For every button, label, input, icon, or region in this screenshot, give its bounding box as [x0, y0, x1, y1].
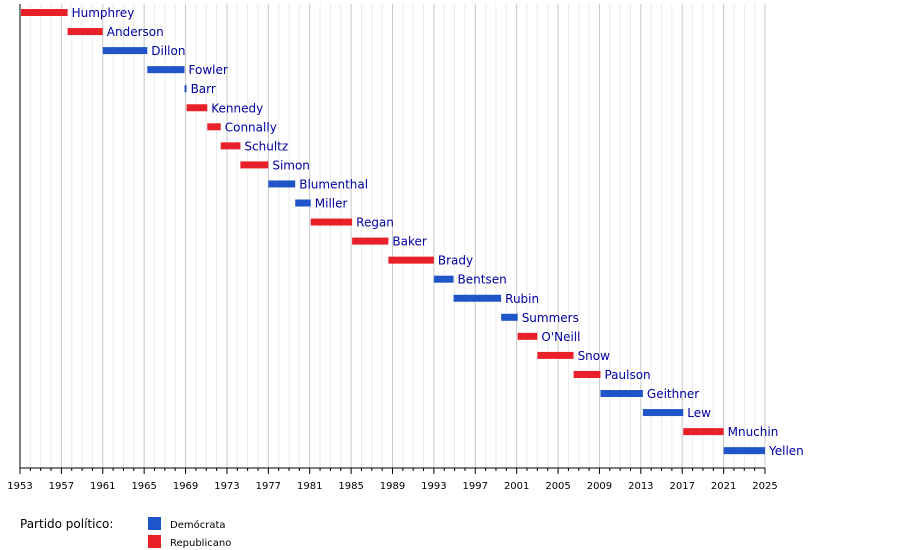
x-tick-label: 2021 [711, 481, 736, 492]
x-tick-label: 2001 [504, 481, 529, 492]
x-tick-label: 2025 [752, 481, 777, 492]
term-bar-kennedy [186, 104, 208, 112]
x-tick-label: 2017 [669, 481, 694, 492]
x-tick-label: 2013 [628, 481, 653, 492]
term-bar-miller [295, 199, 311, 207]
term-bar-blumenthal [268, 180, 296, 188]
secretary-label: Kennedy [211, 101, 263, 115]
secretary-label: Brady [438, 254, 473, 268]
legend-swatch [148, 517, 161, 530]
legend-swatch [148, 535, 161, 548]
x-tick-label: 1969 [173, 481, 198, 492]
secretary-label: Mnuchin [728, 425, 779, 439]
term-bar-lew [642, 409, 684, 417]
term-bar-rubin [453, 294, 502, 302]
x-tick-label: 1985 [338, 481, 363, 492]
term-bar-oneill [517, 332, 538, 340]
legend-label: Demócrata [170, 519, 226, 531]
secretary-label: Snow [578, 349, 611, 363]
secretary-label: Fowler [189, 63, 228, 77]
secretary-label: O'Neill [541, 330, 580, 344]
x-tick-label: 1965 [131, 481, 156, 492]
term-bar-geithner [600, 390, 643, 397]
term-bar-brady [388, 256, 434, 264]
x-tick-label: 1957 [49, 481, 74, 492]
term-bar-mnuchin [683, 428, 724, 436]
secretary-label: Bentsen [458, 273, 507, 287]
legend-label: Republicano [170, 538, 231, 549]
x-tick-label: 1989 [380, 481, 405, 492]
secretary-label: Anderson [107, 25, 164, 39]
term-bar-anderson [67, 28, 103, 36]
x-tick-label: 2005 [545, 481, 570, 492]
term-bar-paulson [573, 370, 601, 378]
x-tick-label: 1997 [463, 481, 488, 492]
secretary-label: Summers [522, 311, 579, 325]
secretary-label: Miller [315, 197, 348, 211]
term-bar-snow [537, 351, 574, 359]
secretary-label: Simon [272, 158, 310, 172]
term-bar-baker [352, 237, 389, 245]
term-bar-summers [501, 313, 518, 321]
term-bar-barr [184, 85, 187, 93]
secretary-label: Yellen [768, 444, 804, 458]
term-bar-connally [207, 123, 221, 131]
x-tick-label: 2009 [587, 481, 612, 492]
secretary-label: Humphrey [72, 6, 135, 20]
x-axis: 1953 1957 1961 1965 1969 1973 1977 1981 1985 1989… [7, 4, 778, 492]
term-bar-yellen [723, 447, 765, 455]
secretary-labels: Humphrey Anderson Dillon Fowler Barr Kennedy C… [72, 6, 804, 458]
legend-title: Partido político: [20, 517, 113, 531]
grid-lines [19, 4, 766, 468]
x-tick-label: 1993 [421, 481, 446, 492]
secretary-label: Baker [392, 235, 426, 249]
legend: Partido político: Demócrata Republicano [20, 517, 231, 549]
term-bar-dillon [102, 47, 148, 55]
secretary-label: Connally [225, 120, 277, 134]
secretary-label: Regan [356, 216, 394, 230]
secretary-label: Dillon [151, 44, 185, 58]
secretary-label: Lew [687, 406, 711, 420]
x-tick-label: 1961 [90, 481, 115, 492]
secretary-label: Barr [191, 82, 216, 96]
term-bar-bentsen [433, 275, 454, 283]
secretary-label: Blumenthal [299, 177, 368, 191]
term-bar-regan [310, 218, 353, 226]
secretary-label: Paulson [604, 368, 650, 382]
x-tick-label: 1973 [214, 481, 239, 492]
term-bars [21, 9, 765, 455]
term-bar-simon [240, 161, 269, 169]
secretary-label: Rubin [505, 292, 539, 306]
secretary-label: Schultz [244, 139, 288, 153]
x-tick-label: 1981 [297, 481, 322, 492]
secretary-label: Geithner [647, 387, 699, 401]
x-tick-label: 1953 [7, 481, 32, 492]
x-tick-label: 1977 [256, 481, 281, 492]
term-bar-schultz [220, 142, 241, 150]
term-bar-fowler [147, 66, 185, 74]
term-bar-humphrey [21, 9, 68, 16]
